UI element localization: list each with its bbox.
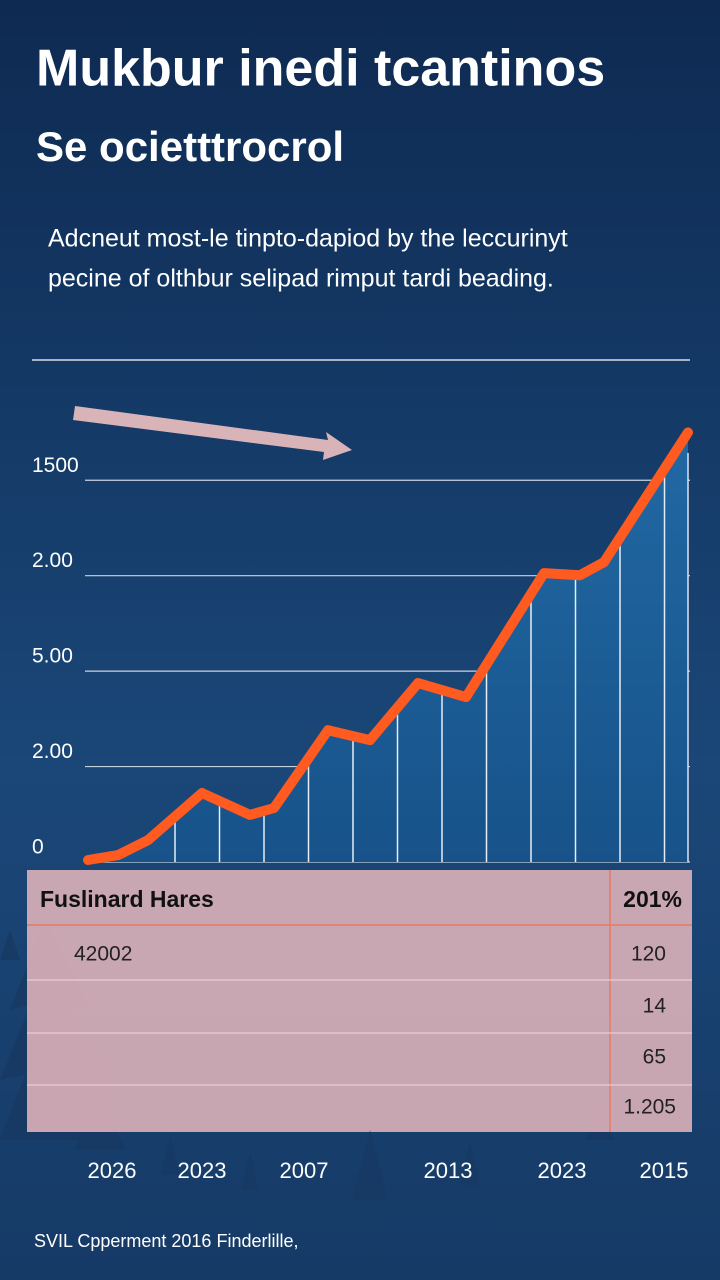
x-tick-label: 2023 [538, 1158, 587, 1183]
description-line: pecine of olthbur selipad rimput tardi b… [48, 265, 554, 293]
table-cell: 65 [643, 1046, 666, 1069]
table-header: 201% [623, 886, 682, 912]
tree-line [160, 1130, 480, 1200]
line [83, 427, 693, 865]
arrow [73, 406, 352, 460]
table-header: Fuslinard Hares [40, 886, 214, 912]
x-tick-label: 2015 [640, 1158, 689, 1183]
y-tick-label: 1500 [32, 454, 79, 477]
y-tick-label: 0 [32, 836, 44, 859]
table-cell: 1.205 [623, 1096, 676, 1119]
description-line: Adcneut most-le tinpto-dapiod by the lec… [48, 225, 568, 253]
x-tick-label: 2023 [178, 1158, 227, 1183]
chart-subtitle: Se ocietttrocrol [36, 123, 344, 170]
x-tick-label: 2026 [88, 1158, 137, 1183]
table-cell: 14 [643, 995, 667, 1018]
table: Fuslinard Hares 201% 42002 120 14 65 1.2… [27, 870, 692, 1132]
chart-title: Mukbur inedi tcantinos [36, 40, 605, 98]
x-tick-label: 2013 [424, 1158, 473, 1183]
table-cell: 42002 [74, 943, 132, 966]
y-tick-label: 2.00 [32, 740, 73, 763]
footer: SVIL Cpperment 2016 Finderlille, [34, 1231, 298, 1251]
y-tick-label: 5.00 [32, 645, 73, 668]
x-tick-label: 2007 [280, 1158, 329, 1183]
table-background [27, 870, 692, 1132]
y-tick-label: 2.00 [32, 549, 73, 572]
table-cell: 120 [631, 943, 666, 966]
